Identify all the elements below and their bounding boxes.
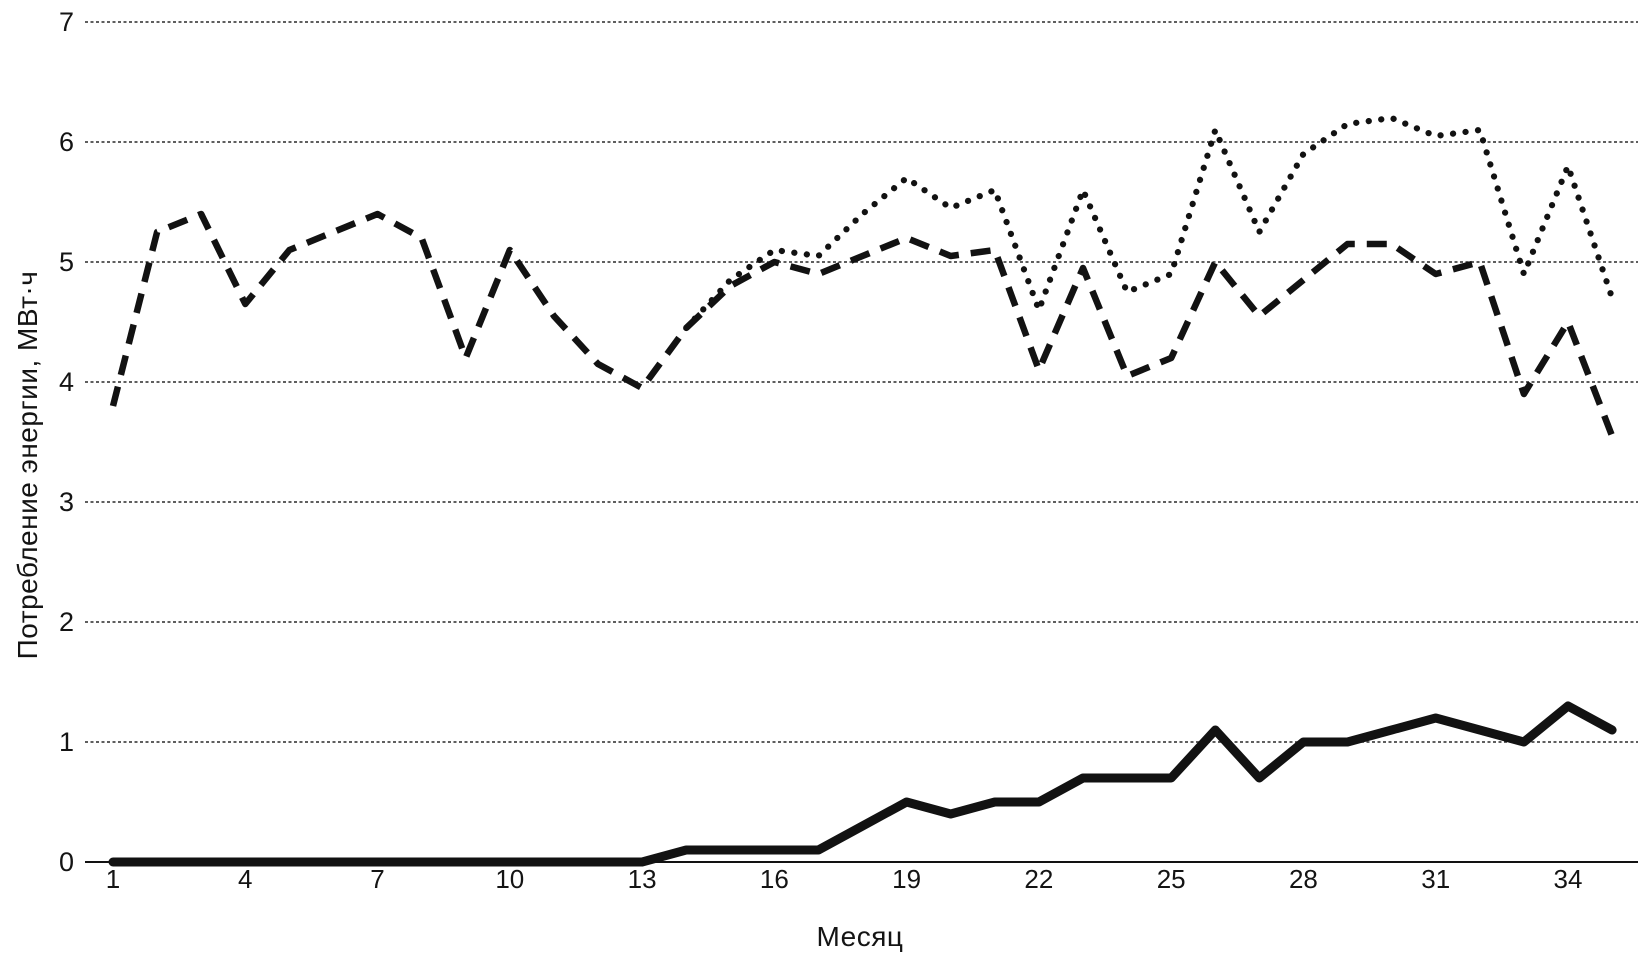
x-tick-label: 25 <box>1157 864 1186 894</box>
y-axis-title: Потребление энергии, МВт·ч <box>12 270 43 660</box>
y-tick-label: 7 <box>59 7 74 37</box>
y-tick-label: 2 <box>59 607 74 637</box>
y-tick-label: 6 <box>59 127 74 157</box>
y-tick-label: 5 <box>59 247 74 277</box>
series-solid-line <box>108 701 1617 867</box>
x-axis-title: Месяц <box>816 921 904 952</box>
x-tick-label: 13 <box>628 864 657 894</box>
x-tick-label: 7 <box>370 864 384 894</box>
y-tick-label: 3 <box>59 487 74 517</box>
x-tick-label: 31 <box>1421 864 1450 894</box>
x-tick-label: 10 <box>495 864 524 894</box>
series-dotted-line <box>683 114 1616 332</box>
y-tick-label: 0 <box>59 847 74 877</box>
x-tick-label: 22 <box>1024 864 1053 894</box>
x-tick-label: 4 <box>238 864 252 894</box>
series-dashed-line <box>109 210 1616 438</box>
y-tick-label: 1 <box>59 727 74 757</box>
x-tick-label: 28 <box>1289 864 1318 894</box>
x-tick-label: 1 <box>106 864 120 894</box>
x-tick-label: 19 <box>892 864 921 894</box>
x-tick-label: 34 <box>1554 864 1583 894</box>
x-tick-label: 16 <box>760 864 789 894</box>
y-tick-label: 4 <box>59 367 74 397</box>
